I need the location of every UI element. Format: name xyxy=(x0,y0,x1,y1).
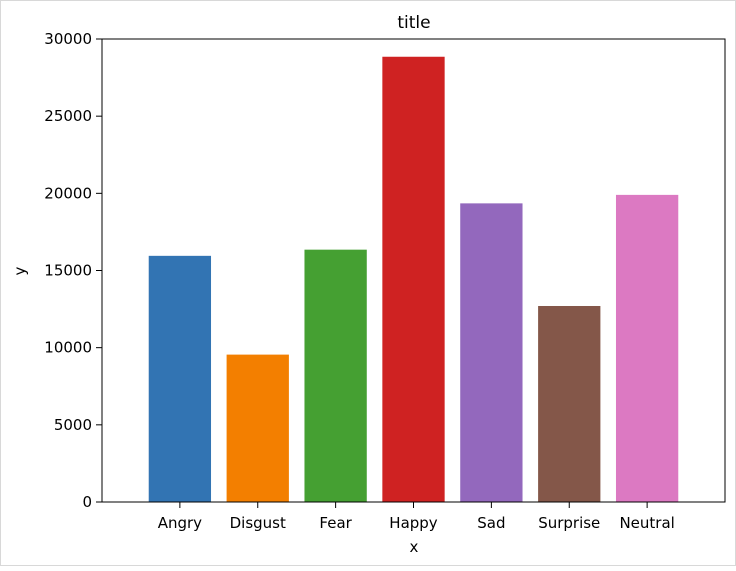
x-tick-label-happy: Happy xyxy=(389,514,438,532)
bar-sad xyxy=(460,203,523,503)
bar-fear xyxy=(304,249,367,502)
x-axis-label: x xyxy=(410,538,419,556)
bars-group xyxy=(148,56,679,503)
y-tick-label: 5000 xyxy=(54,416,92,434)
x-tick-label-neutral: Neutral xyxy=(619,514,674,532)
y-tick-label: 20000 xyxy=(44,184,92,202)
x-tick-label-sad: Sad xyxy=(477,514,505,532)
y-tick-label: 30000 xyxy=(44,30,92,48)
x-tick-label-angry: Angry xyxy=(158,514,202,532)
y-tick-label: 10000 xyxy=(44,339,92,357)
x-axis: Angry Disgust Fear Happy Sad Surprise Neutral xyxy=(158,502,675,532)
y-tick-label: 25000 xyxy=(44,107,92,125)
chart-title: title xyxy=(397,13,430,33)
x-tick-label-fear: Fear xyxy=(319,514,352,532)
bar-neutral xyxy=(615,194,679,503)
x-tick-label-surprise: Surprise xyxy=(538,514,600,532)
bar-angry xyxy=(148,255,212,502)
bar-happy xyxy=(382,56,445,503)
x-tick-label-disgust: Disgust xyxy=(230,514,286,532)
y-tick-label: 0 xyxy=(82,493,92,511)
y-tick-label: 15000 xyxy=(44,262,92,280)
y-axis: 0 5000 10000 15000 20000 25000 30000 xyxy=(44,30,102,511)
bar-disgust xyxy=(226,354,289,502)
bar-surprise xyxy=(538,305,601,502)
y-axis-label: y xyxy=(11,266,29,275)
